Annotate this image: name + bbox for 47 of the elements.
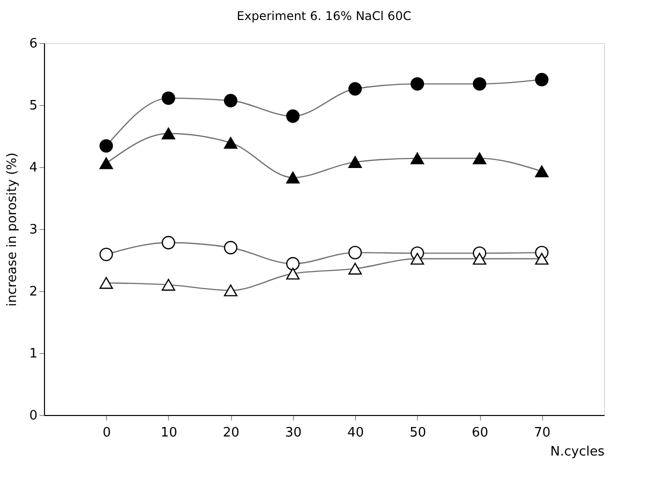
point [286,109,300,123]
x-tick-label: 70 [534,426,551,440]
point [100,139,113,153]
point [162,128,176,140]
point [348,246,362,260]
point [162,278,176,291]
point [472,252,486,265]
x-tick-label: 0 [102,426,111,440]
y-tick-label: 1 [29,346,38,362]
point [162,91,176,105]
x-tick-label: 30 [285,426,302,440]
point [100,157,113,170]
y-tick-label: 6 [29,36,38,52]
point [535,165,548,178]
point [348,262,362,275]
chart-title: Experiment 6. 16% NaCl 60C [236,9,412,23]
y-tick-label: 4 [29,160,38,176]
x-tick-label: 50 [410,426,426,440]
point [100,277,113,289]
y-tick-label: 2 [29,284,38,300]
x-tick-label: 10 [160,426,178,440]
point [348,156,362,168]
point [286,172,300,184]
point [410,77,424,91]
x-tick-label: 40 [347,426,364,440]
point [410,152,424,164]
point [224,136,238,149]
y-axis-title: increase in porosity (%) [5,152,20,306]
point [472,77,486,91]
point [348,82,362,96]
point [535,252,548,265]
y-tick-label: 3 [29,222,38,238]
x-tick-label: 20 [222,426,240,440]
point [162,236,176,250]
x-axis-title: N.cycles [550,444,605,460]
point [100,248,113,262]
point [224,240,238,254]
point [224,94,238,108]
y-tick-label: 5 [29,98,38,114]
point [286,268,300,280]
point [472,152,486,164]
point [286,257,300,270]
y-tick-label: 0 [29,408,38,424]
point [224,284,238,296]
x-tick-label: 60 [472,426,488,440]
point [410,252,424,265]
point [535,72,548,86]
